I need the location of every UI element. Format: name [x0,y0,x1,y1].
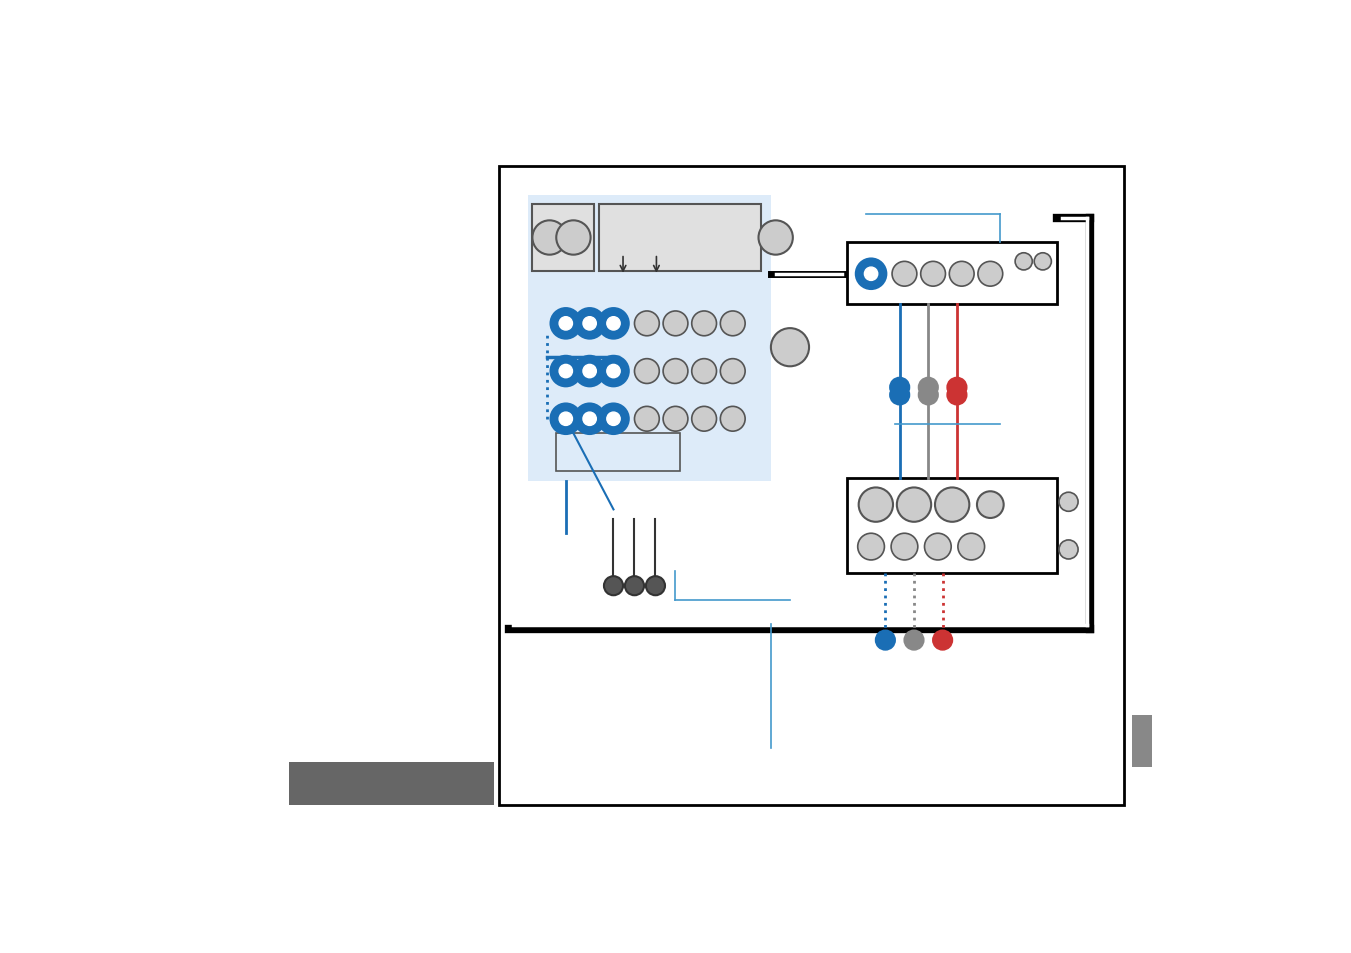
Circle shape [692,407,716,432]
Circle shape [958,534,985,560]
Circle shape [934,631,952,650]
Circle shape [574,356,605,387]
Circle shape [646,577,665,596]
Circle shape [607,317,620,331]
Circle shape [890,378,909,397]
Bar [847,243,1056,305]
Bar [1132,715,1152,767]
Circle shape [663,407,688,432]
Bar [847,478,1056,574]
Bar [600,205,762,272]
Circle shape [947,378,966,397]
Circle shape [598,404,628,435]
Circle shape [978,262,1002,287]
Circle shape [550,309,581,339]
Circle shape [635,407,659,432]
Circle shape [977,492,1004,518]
Circle shape [663,359,688,384]
Bar [499,167,1124,805]
Circle shape [919,386,938,405]
Circle shape [858,534,885,560]
Circle shape [935,488,969,522]
Circle shape [574,404,605,435]
Circle shape [855,259,886,290]
Circle shape [920,262,946,287]
Circle shape [1059,540,1078,559]
Circle shape [720,312,746,336]
Circle shape [1015,253,1032,271]
Circle shape [598,309,628,339]
Circle shape [1035,253,1051,271]
Bar [528,195,771,481]
Circle shape [604,577,623,596]
Circle shape [950,262,974,287]
Circle shape [635,312,659,336]
Circle shape [559,413,573,426]
Circle shape [720,407,746,432]
Circle shape [859,488,893,522]
Circle shape [919,378,938,397]
Circle shape [904,631,924,650]
Circle shape [559,317,573,331]
Circle shape [1059,493,1078,512]
Bar [532,205,594,272]
Circle shape [875,631,894,650]
Circle shape [584,413,596,426]
Circle shape [692,359,716,384]
Circle shape [574,309,605,339]
Circle shape [663,312,688,336]
Circle shape [626,577,644,596]
Circle shape [584,317,596,331]
Circle shape [559,365,573,378]
Circle shape [532,221,566,255]
Circle shape [557,221,590,255]
Circle shape [897,488,931,522]
Circle shape [892,534,917,560]
Circle shape [607,365,620,378]
Circle shape [598,356,628,387]
Circle shape [550,356,581,387]
Circle shape [635,359,659,384]
Circle shape [692,312,716,336]
Circle shape [720,359,746,384]
Circle shape [890,386,909,405]
Circle shape [550,404,581,435]
Circle shape [924,534,951,560]
Bar [289,762,494,805]
Circle shape [584,365,596,378]
Bar [557,434,681,472]
Circle shape [865,268,878,281]
Circle shape [947,386,966,405]
Circle shape [607,413,620,426]
Circle shape [892,262,917,287]
Circle shape [758,221,793,255]
Circle shape [771,329,809,367]
